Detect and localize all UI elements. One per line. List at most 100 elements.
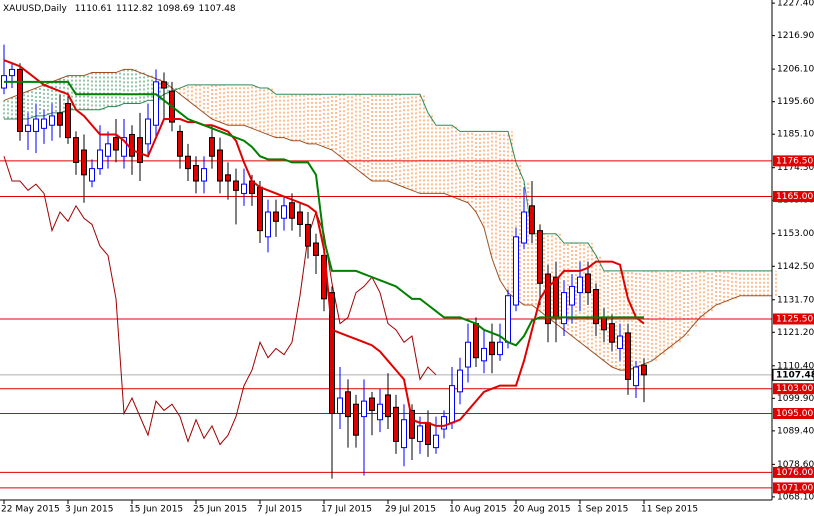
candle-body [401,419,407,449]
y-tick-label: 1121.20 [777,328,814,338]
senkou-span-b [4,84,772,272]
candle-body [49,115,55,126]
candle-body [313,242,319,256]
x-tick-label: 11 Sep 2015 [641,505,698,515]
y-tick-label: 1078.60 [777,460,814,470]
candle-body [345,391,351,418]
candle-body [353,403,359,436]
candle-body [481,347,487,362]
candle-body [193,165,199,182]
candle-body [569,285,575,306]
x-tick-label: 29 Jul 2015 [385,505,436,515]
x-tick-label: 15 Jun 2015 [129,505,183,515]
level-box [773,313,814,325]
candle-body [305,223,311,247]
candle-body [289,202,295,219]
candle-body [65,103,71,139]
candle-body [577,276,583,294]
level-box [773,191,814,203]
header-high: 1112.82 [116,4,153,14]
level-box [773,482,814,494]
chikou-line [3,156,437,446]
level-box [773,408,814,420]
header-low: 1098.69 [157,4,194,14]
candle-body [489,341,495,356]
candle-body [105,143,111,157]
candle-body [545,273,551,325]
level-label: 1165.00 [776,192,813,202]
y-tick-label: 1153.00 [777,229,814,239]
candle-body [153,81,159,126]
candle-body [25,124,31,132]
candle-body [457,369,463,393]
candle-body [185,155,191,170]
candle-body [625,332,631,380]
candle-body [129,134,135,157]
candle-body [337,397,343,415]
level-box [773,466,814,478]
candle-body [601,316,607,331]
x-tick-label: 25 Jun 2015 [193,505,247,515]
candle-body [561,292,567,325]
candle-body [265,211,271,238]
level-label: 1125.50 [776,314,813,324]
candle-body [273,211,279,222]
candle-body [161,81,167,89]
plot-area [0,44,777,489]
y-tick-label: 1068.10 [777,492,814,502]
last-price-box [772,368,814,381]
header-close: 1107.48 [198,4,235,14]
candle-body [505,295,511,343]
y-tick-label: 1206.10 [777,65,814,75]
level-label: 1176.50 [776,156,813,166]
candle-body [537,230,543,284]
candle-body [465,341,471,368]
candle-body [473,323,479,359]
x-tick-label: 17 Jul 2015 [321,505,372,515]
indicator-line [3,59,645,427]
candle-body [513,236,519,306]
candle-body [217,149,223,182]
candle-body [641,364,647,376]
level-label: 1071.00 [776,483,813,493]
candle-body [57,112,63,126]
y-tick-label: 1131.70 [777,295,814,305]
candle-body [441,416,447,430]
y-tick-label: 1089.40 [777,426,814,436]
x-tick-label: 10 Aug 2015 [449,505,507,515]
candle-body [241,183,247,194]
level-label: 1103.00 [776,384,813,394]
y-tick-label: 1216.90 [777,31,814,41]
candle-body [633,366,639,387]
candle-body [9,68,15,77]
candle-body [377,403,383,421]
y-tick-label: 1099.90 [777,394,814,404]
candle-body [497,341,503,356]
candle-body [449,385,455,424]
y-tick-label: 1110.40 [777,361,814,371]
candle-body [113,137,119,151]
candle-body [89,168,95,182]
indicator-line [4,80,644,347]
last-price-label: 1107.48 [776,370,814,380]
candle-body [33,118,39,132]
y-tick-label: 1174.30 [777,163,814,173]
candle-body [17,68,23,132]
candle-body [617,335,623,349]
candle-body [369,397,375,411]
candle-body [177,130,183,157]
x-tick-label: 3 Jun 2015 [65,505,113,515]
x-tick-label: 20 Aug 2015 [513,505,571,515]
level-label: 1076.00 [776,468,813,478]
x-tick-label: 22 May 2015 [1,505,60,515]
level-box [773,155,814,167]
candle-body [553,276,559,318]
y-tick-label: 1142.50 [777,262,814,272]
candle-body [81,149,87,176]
x-tick-label: 7 Jul 2015 [257,505,302,515]
level-label: 1095.00 [776,409,813,419]
candle-body [529,205,535,235]
candle-body [201,168,207,182]
